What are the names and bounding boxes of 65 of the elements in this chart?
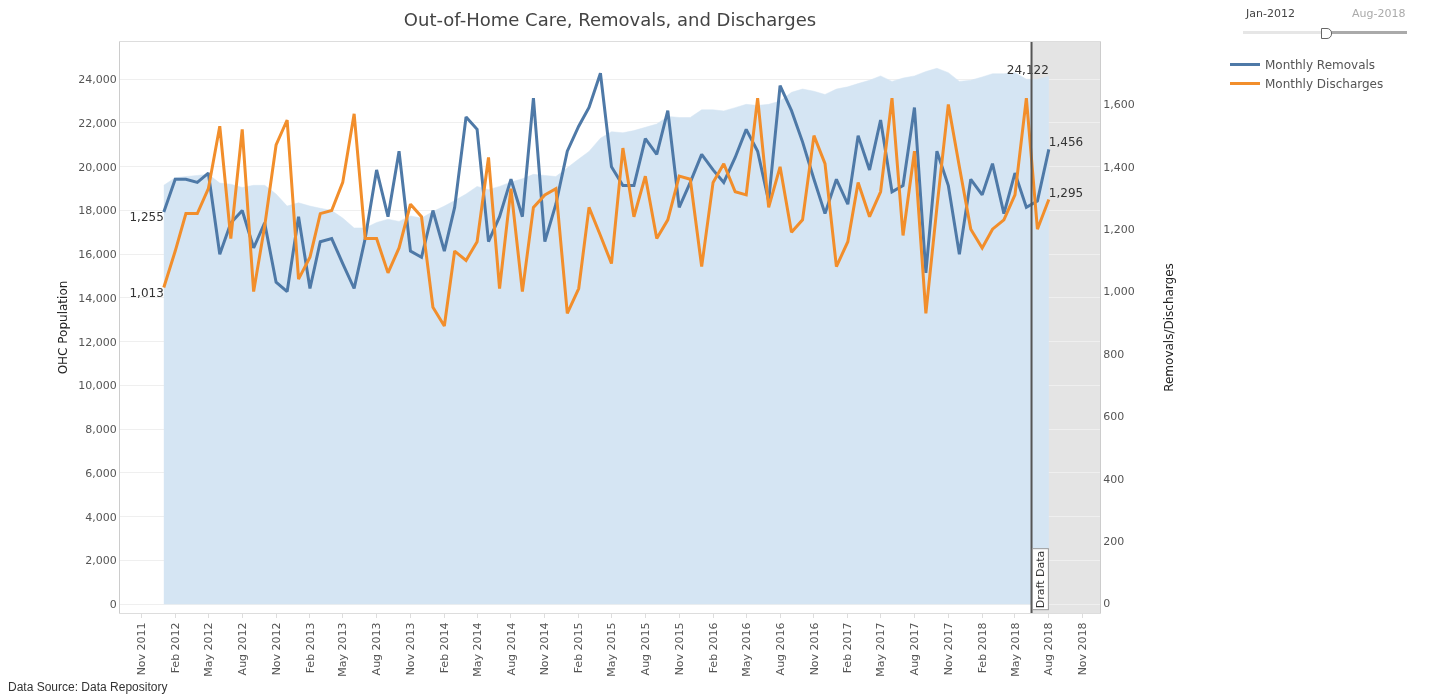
y-tick-label: 18,000 (78, 204, 117, 218)
x-tick-label: May 2018 (1008, 622, 1022, 677)
y-tick-label: 14,000 (78, 291, 117, 305)
y-tick-label: 0 (109, 598, 117, 612)
y-tick-label: 6,000 (85, 466, 117, 480)
x-tick-label: May 2013 (336, 622, 350, 677)
x-tick-label: Aug 2017 (908, 622, 922, 676)
y-tick-label: 12,000 (78, 335, 117, 349)
x-tick-label: Nov 2015 (672, 622, 686, 676)
y-tick-label: 8,000 (85, 423, 117, 437)
x-tick-label: Feb 2012 (168, 622, 182, 674)
y-tick-label: 4,000 (85, 510, 117, 524)
y-tick-label: 20,000 (78, 160, 117, 174)
y-tick-label: 10,000 (78, 379, 117, 393)
y-tick-label: 2,000 (85, 554, 117, 568)
legend-label: Monthly Removals (1265, 58, 1376, 73)
data-label: 1,456 (1048, 135, 1084, 150)
x-tick-label: Aug 2018 (1042, 622, 1056, 676)
y2-tick-label: 0 (1103, 597, 1111, 611)
line-series (162, 96, 1051, 328)
text: Jan-2012 (1245, 7, 1295, 20)
legend-label: Monthly Discharges (1265, 77, 1384, 92)
y-axis-title: OHC Population (55, 280, 70, 375)
x-tick-label: May 2014 (470, 622, 484, 677)
x-tick-label: Feb 2017 (841, 622, 855, 674)
x-tick-label: Aug 2012 (235, 622, 249, 676)
x-tick-label: Aug 2015 (638, 622, 652, 676)
x-tick-label: Aug 2016 (773, 622, 787, 676)
x-tick-label: May 2016 (739, 622, 753, 677)
text: Aug-2018 (1352, 7, 1406, 20)
band-label: Draft Data (1033, 550, 1047, 609)
y2-tick-label: 200 (1103, 535, 1125, 549)
y2-tick-label: 1,000 (1103, 285, 1135, 299)
y2-tick-label: 600 (1103, 410, 1125, 424)
x-tick-label: Feb 2013 (303, 622, 317, 674)
data-label: 1,295 (1048, 185, 1084, 200)
x-tick-label: Nov 2013 (404, 622, 418, 676)
x-tick-label: Nov 2014 (538, 622, 552, 676)
data-label: 1,013 (129, 285, 164, 300)
x-tick-label: Aug 2013 (370, 622, 384, 676)
y2-tick-label: 1,200 (1103, 223, 1135, 237)
x-tick-label: Nov 2018 (1076, 622, 1090, 676)
y2-tick-label: 400 (1103, 472, 1125, 486)
chart-title: Out-of-Home Care, Removals, and Discharges (403, 9, 817, 31)
y-tick-label: 16,000 (78, 248, 117, 262)
x-tick-label: May 2017 (874, 622, 888, 677)
x-tick-label: Nov 2016 (807, 622, 821, 676)
x-tick-label: Nov 2017 (941, 622, 955, 676)
y-tick-label: 22,000 (78, 116, 117, 130)
y-tick-label: 24,000 (78, 73, 117, 87)
x-tick-label: May 2015 (605, 622, 619, 677)
x-tick-label: Feb 2015 (572, 622, 586, 674)
y2-tick-label: 800 (1103, 347, 1125, 361)
source-note: Data Source: Data Repository (8, 680, 168, 694)
x-tick-label: May 2012 (201, 622, 215, 677)
x-tick-label: Feb 2018 (975, 622, 989, 674)
y2-axis-title: Removals/Discharges (1161, 263, 1176, 392)
x-tick-label: Feb 2014 (437, 622, 451, 674)
x-tick-label: Nov 2012 (269, 622, 283, 676)
x-tick-label: Aug 2014 (504, 622, 518, 676)
x-tick-label: Feb 2016 (706, 622, 720, 674)
x-tick-label: Nov 2011 (134, 622, 148, 676)
data-label: 1,255 (129, 210, 164, 225)
y2-tick-label: 1,400 (1103, 160, 1135, 174)
y2-tick-label: 1,600 (1103, 98, 1135, 112)
